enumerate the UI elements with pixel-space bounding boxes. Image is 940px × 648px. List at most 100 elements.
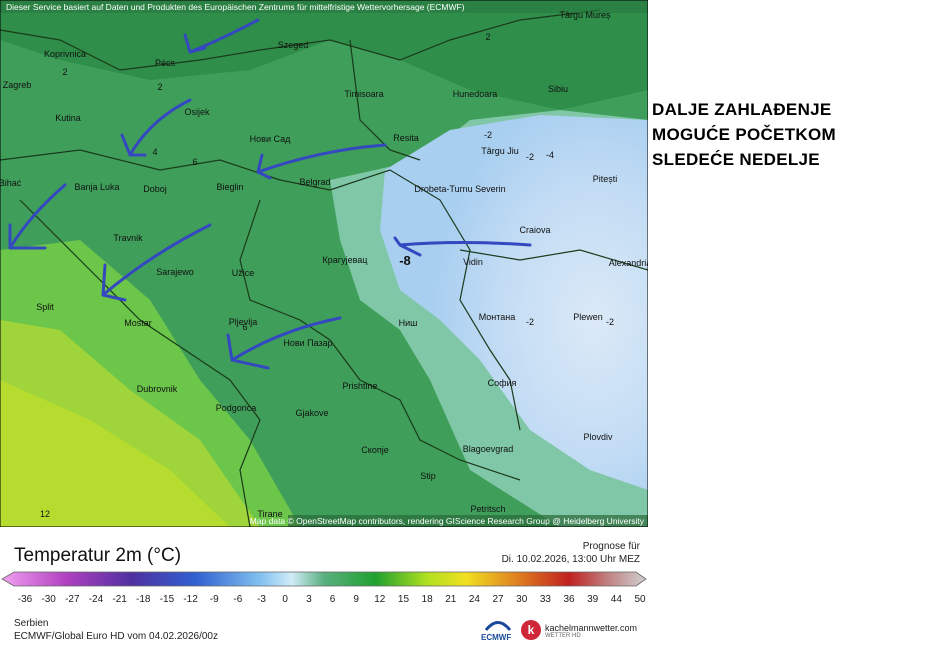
legend-tick: -6 [233,594,243,605]
city-label: Zagreb [3,80,32,90]
contour-label: 2 [157,82,162,92]
region: Serbien [14,618,49,629]
city-label: Sarajewo [156,267,194,277]
border [239,199,521,481]
city-label: Petritsch [470,504,505,514]
city-label: Koprivnica [44,49,86,59]
arrow [120,98,192,157]
disclaimer-bar [0,0,648,13]
contour-label: 2 [485,32,490,42]
arrow [183,18,260,54]
city-label: Târgu Mureș [559,10,611,20]
borders [0,9,648,527]
contour-label: -2 [606,317,614,327]
city-label: Podgorica [216,403,257,413]
cold-zone [380,115,648,490]
hand-drawn-arrows [8,18,532,370]
city-label: Скопје [361,445,388,455]
legend-tick: 50 [634,594,646,605]
border [459,249,648,271]
city-label: Dubrovnik [137,384,178,394]
city-label: Užice [232,268,255,278]
legend-tick: 3 [306,594,312,605]
contour-label: -2 [526,152,534,162]
city-label: Vidin [463,257,483,267]
contour-label: -2 [484,130,492,140]
city-label: Gjakove [295,408,328,418]
city-label: Blagoevgrad [463,444,514,454]
annotation-line: MOGUĆE POČETKOM [652,125,836,144]
arrow [393,236,532,257]
city-label: Pécs [155,58,176,68]
disclaimer: Dieser Service basiert auf Daten und Pro… [6,2,465,12]
model-run: ECMWF/Global Euro HD vom 04.02.2026/00z [14,631,218,642]
border [349,39,421,161]
city-label: Pitești [593,174,618,184]
legend-tick: 12 [374,594,386,605]
legend-tick: 33 [539,594,551,605]
city-label: Bihać [0,178,22,188]
legend-title: Temperatur 2m (°C) [14,545,182,566]
site-icon: k [521,620,541,640]
forecast-label: Prognose für [582,541,640,552]
legend-tick: -3 [257,594,266,605]
arrow [8,183,67,250]
city-label: Plovdiv [583,432,613,442]
sea-zone [0,380,230,527]
site-sub: WETTER HD [545,633,581,639]
legend-tick: -24 [88,594,104,605]
border [0,9,601,71]
city-label: Alexandria [609,258,648,268]
colorbar [1,571,647,587]
city-label: Osijek [184,107,210,117]
legend-tick: -21 [112,594,127,605]
legend-tick: -9 [209,594,219,605]
legend-tick: 21 [445,594,457,605]
legend-tick: 9 [353,594,359,605]
city-label: Split [36,302,54,312]
arrow [256,143,387,180]
forecast-time: Di. 10.02.2026, 13:00 Uhr MEZ [501,554,640,565]
legend-tick: 27 [492,594,504,605]
legend-tick: 24 [468,594,480,605]
ecmwf-logo: ECMWF [481,633,512,642]
city-label: Нови Сад [250,134,291,144]
city-label: Sibiu [548,84,568,94]
city-label: Tirane [257,509,282,519]
legend-tick: 0 [282,594,288,605]
city-label: Târgu Jiu [481,146,519,156]
svg-text:k: k [528,623,535,637]
legend-tick: 39 [587,594,599,605]
contour-label: -2 [526,317,534,327]
legend-tick: -12 [183,594,198,605]
colorbar-strip [1,571,647,587]
city-label: Doboj [143,184,167,194]
city-label: Bieglin [216,182,243,192]
site: kachelmannwetter.com [545,623,638,633]
annotation-line: SLEDEĆE NEDELJE [652,150,820,169]
legend-tick: 18 [421,594,433,605]
border [0,149,521,431]
city-label: Drobeta-Turnu Severin [414,184,505,194]
city-label: Timisoara [344,89,383,99]
city-label: Kutina [55,113,81,123]
border [19,199,261,527]
city-label: Resita [393,133,419,143]
map: Dieser Service basiert auf Daten und Pro… [0,0,648,527]
city-label: Монтана [479,312,516,322]
legend-tick: -15 [159,594,175,605]
legend-tick: 30 [516,594,528,605]
ecmwf-icon [484,621,512,631]
contour-label: 12 [40,509,50,519]
city-label: Нови Пазар [283,338,332,348]
city-label: Ниш [399,318,418,328]
legend-tick: -30 [41,594,56,605]
city-label: Belgrad [299,177,330,187]
contour-label: -8 [399,253,411,268]
city-label: Prishtine [342,381,377,391]
arrow [101,223,212,302]
contour-label: 4 [152,147,157,157]
city-label: Banja Luka [74,182,119,192]
annotation-line: DALJE ZAHLAĐENJE [652,100,832,119]
